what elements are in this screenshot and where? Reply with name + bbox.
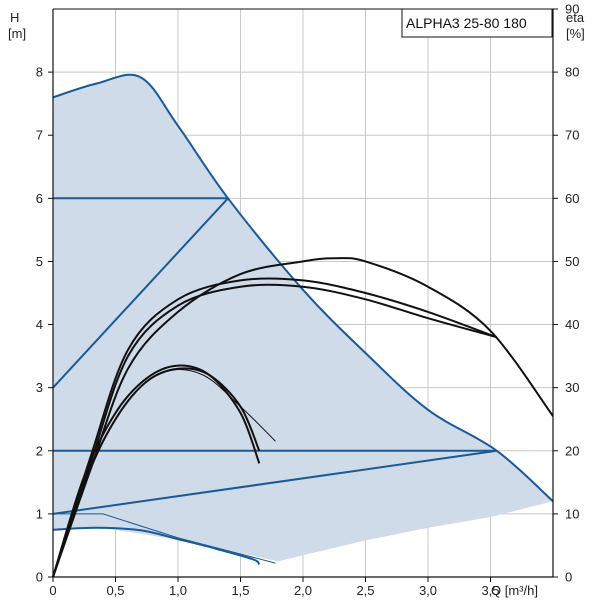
- y-right-tick-label: 80: [565, 65, 579, 80]
- x-axis-label: Q [m³/h]: [491, 583, 538, 598]
- x-tick-label: 1,0: [169, 583, 187, 598]
- legend-box: ALPHA3 25-80 180: [401, 8, 553, 38]
- y-left-tick-label: 1: [36, 506, 43, 521]
- y-left-tick-label: 6: [36, 191, 43, 206]
- thin-efficiency-curve-0: [52, 369, 276, 578]
- head-curve-0: [52, 73, 554, 503]
- y-right-unit: [%]: [566, 26, 585, 41]
- y-left-tick-label: 3: [36, 380, 43, 395]
- y-left-tick-label: 8: [36, 65, 43, 80]
- y-right-tick-label: 70: [565, 128, 579, 143]
- y-right-label: eta: [566, 10, 585, 25]
- y-right-tick-label: 20: [565, 443, 579, 458]
- x-tick-label: 0,5: [106, 583, 124, 598]
- y-left-tick-label: 0: [36, 570, 43, 585]
- thin-head-curve-0: [53, 513, 276, 564]
- x-tick-label: 2,5: [356, 583, 374, 598]
- operating-area: [53, 74, 553, 562]
- chart-title: ALPHA3 25-80 180: [406, 15, 527, 31]
- y-left-tick-label: 2: [36, 443, 43, 458]
- y-left-tick-label: 7: [36, 128, 43, 143]
- y-right-tick-label: 10: [565, 506, 579, 521]
- head-curve-5: [52, 526, 261, 566]
- efficiency-curve-2: [52, 257, 554, 578]
- x-tick-label: 1,5: [231, 583, 249, 598]
- x-tick-label: 0: [49, 583, 56, 598]
- y-right-tick-label: 30: [565, 380, 579, 395]
- y-left-tick-label: 4: [36, 317, 43, 332]
- y-right-tick-label: 0: [565, 570, 572, 585]
- operating-area-fill: [53, 74, 553, 562]
- axes: 0 0,5 1,0 1,5 2,0 2,5 3,0 3,5012345678010203040…: [36, 2, 580, 599]
- head-curve-2: [52, 197, 229, 389]
- y-right-tick-label: 60: [565, 191, 579, 206]
- curves: [52, 73, 554, 578]
- x-tick-label: 3,0: [419, 583, 437, 598]
- efficiency-curve-3: [52, 364, 261, 578]
- y-right-tick-label: 50: [565, 254, 579, 269]
- x-tick-label: 2,0: [294, 583, 312, 598]
- x-tick-label: 3,5: [481, 583, 499, 598]
- efficiency-curve-1: [52, 277, 498, 578]
- y-left-tick-label: 5: [36, 254, 43, 269]
- y-left-label: H: [10, 10, 19, 25]
- efficiency-curve-4: [52, 367, 261, 578]
- head-curve-4: [52, 449, 497, 515]
- y-right-tick-label: 40: [565, 317, 579, 332]
- y-right-tick-label: 90: [565, 2, 579, 17]
- y-left-unit: [m]: [8, 26, 26, 41]
